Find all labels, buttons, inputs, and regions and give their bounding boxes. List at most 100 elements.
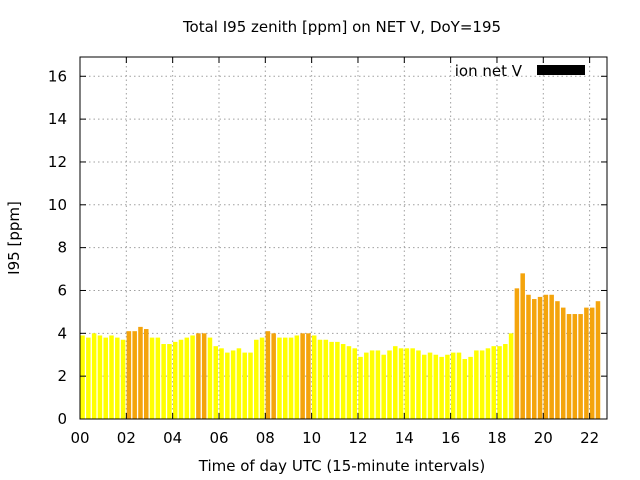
bar bbox=[416, 350, 421, 419]
bar bbox=[265, 331, 271, 419]
plot-frame bbox=[79, 56, 608, 420]
bar bbox=[450, 352, 456, 419]
grid-lines bbox=[80, 57, 607, 419]
bar bbox=[566, 314, 572, 419]
bar bbox=[555, 301, 560, 419]
bar bbox=[543, 294, 549, 419]
bar bbox=[86, 337, 91, 419]
x-tick-label: 20 bbox=[534, 429, 553, 447]
bar bbox=[155, 337, 161, 419]
bar bbox=[178, 339, 184, 419]
x-tick-label: 00 bbox=[70, 429, 89, 447]
bar bbox=[294, 335, 300, 419]
x-tick-label: 16 bbox=[441, 429, 460, 447]
bar bbox=[560, 307, 566, 419]
y-tick-label: 0 bbox=[57, 410, 67, 428]
bar bbox=[462, 359, 468, 419]
bar bbox=[311, 335, 317, 419]
x-tick-label: 18 bbox=[487, 429, 506, 447]
bars bbox=[80, 273, 601, 419]
y-tick-label: 4 bbox=[57, 324, 67, 342]
bar bbox=[479, 350, 485, 419]
bar bbox=[219, 348, 224, 419]
bar bbox=[445, 354, 450, 419]
bar bbox=[207, 337, 213, 419]
bar bbox=[514, 288, 520, 419]
bar bbox=[572, 314, 578, 419]
bar bbox=[115, 337, 120, 419]
legend-label: ion net V bbox=[455, 62, 523, 80]
bar bbox=[323, 339, 329, 419]
bar bbox=[97, 335, 103, 419]
bar bbox=[532, 299, 537, 419]
x-tick-label: 22 bbox=[580, 429, 599, 447]
bar bbox=[190, 335, 195, 419]
bar bbox=[346, 346, 352, 419]
bar bbox=[537, 296, 543, 419]
bar bbox=[149, 337, 155, 419]
bar bbox=[277, 337, 282, 419]
bar bbox=[421, 354, 427, 419]
x-tick-labels: 00 02 04 06 08 10 12 14 16 18 20 22 bbox=[70, 429, 599, 447]
bar bbox=[196, 333, 201, 419]
bar bbox=[80, 335, 85, 419]
bar bbox=[335, 341, 340, 419]
y-axis-title: I95 [ppm] bbox=[5, 201, 23, 275]
bar bbox=[375, 350, 381, 419]
bar bbox=[271, 333, 276, 419]
bar bbox=[120, 339, 126, 419]
bar bbox=[358, 356, 363, 419]
bar bbox=[167, 344, 172, 419]
bar bbox=[213, 346, 219, 419]
bar bbox=[317, 339, 323, 419]
y-tick-labels: 0 2 4 6 8 10 12 14 16 bbox=[48, 67, 67, 428]
bar bbox=[230, 350, 236, 419]
bar bbox=[282, 337, 288, 419]
bar bbox=[520, 273, 525, 419]
bar bbox=[364, 352, 369, 419]
bar bbox=[387, 350, 392, 419]
bar bbox=[126, 331, 132, 419]
x-tick-label: 12 bbox=[348, 429, 367, 447]
bar bbox=[352, 348, 358, 419]
bar bbox=[236, 348, 242, 419]
bar bbox=[439, 356, 444, 419]
bar bbox=[132, 331, 137, 419]
y-tick-label: 6 bbox=[57, 281, 67, 299]
y-tick-label: 12 bbox=[48, 153, 67, 171]
bar bbox=[138, 326, 143, 419]
x-tick-label: 02 bbox=[117, 429, 136, 447]
x-tick-label: 10 bbox=[302, 429, 321, 447]
bar bbox=[300, 333, 305, 419]
bar bbox=[144, 329, 149, 419]
bar bbox=[595, 301, 601, 419]
bar bbox=[468, 356, 473, 419]
x-tick-label: 06 bbox=[209, 429, 228, 447]
x-tick-label: 08 bbox=[256, 429, 275, 447]
x-axis-title: Time of day UTC (15-minute intervals) bbox=[198, 457, 485, 475]
bar bbox=[485, 348, 491, 419]
y-tick-label: 10 bbox=[48, 196, 67, 214]
bar bbox=[433, 354, 439, 419]
bar bbox=[161, 344, 166, 419]
legend-swatch bbox=[537, 65, 585, 75]
bar bbox=[288, 337, 294, 419]
bar bbox=[109, 335, 114, 419]
bar bbox=[589, 307, 595, 419]
bar bbox=[584, 307, 589, 419]
bar bbox=[248, 352, 253, 419]
bar bbox=[259, 337, 265, 419]
bar bbox=[306, 333, 311, 419]
bar bbox=[427, 352, 433, 419]
chart-title: Total I95 zenith [ppm] on NET V, DoY=195 bbox=[182, 18, 501, 36]
bar bbox=[474, 350, 479, 419]
x-tick-label: 04 bbox=[163, 429, 182, 447]
bar bbox=[254, 339, 259, 419]
bar bbox=[329, 341, 334, 419]
bar bbox=[91, 333, 97, 419]
bar bbox=[404, 348, 410, 419]
legend: ion net V bbox=[455, 62, 585, 80]
bar bbox=[578, 314, 583, 419]
bar bbox=[172, 341, 178, 419]
